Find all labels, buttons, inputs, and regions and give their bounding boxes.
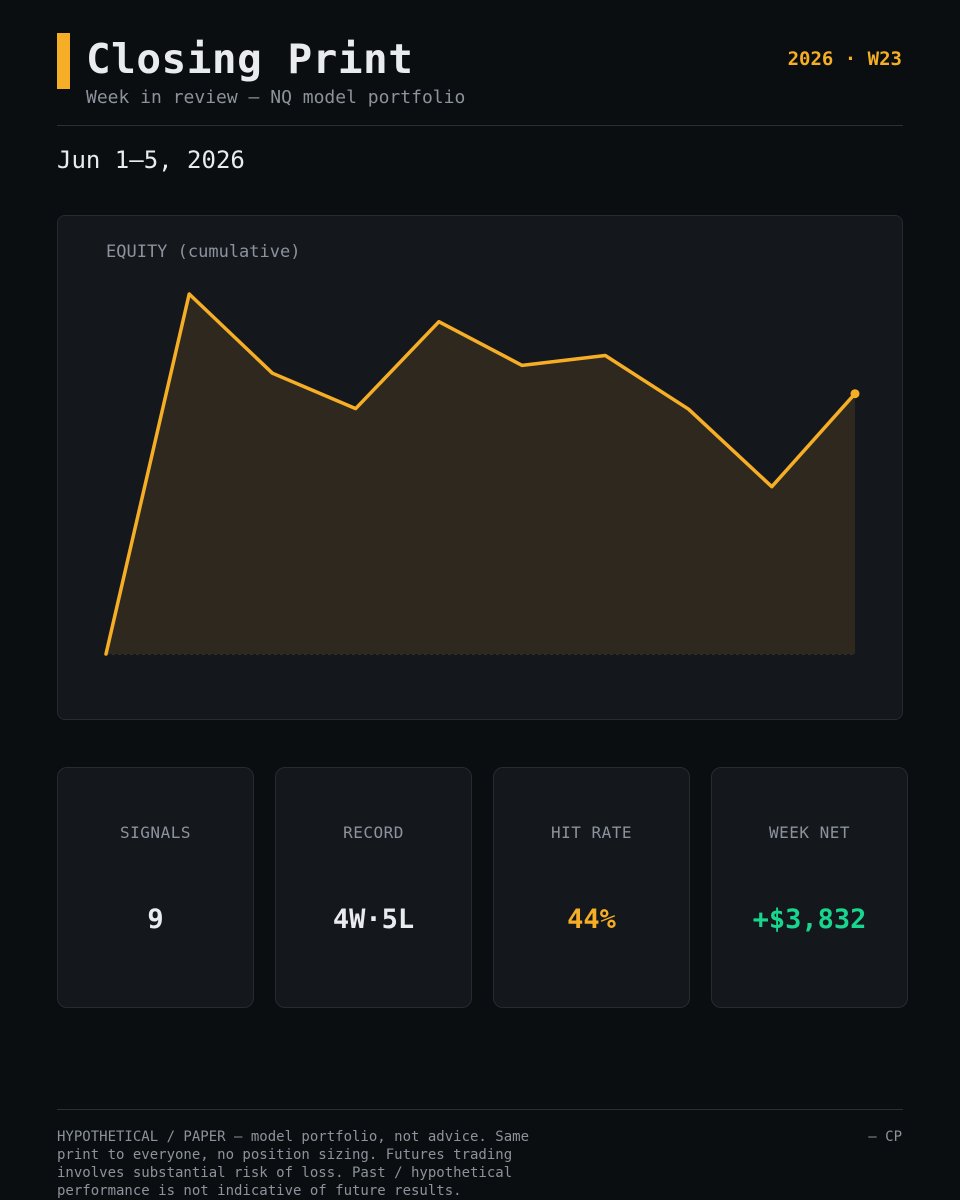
chart-title: EQUITY (cumulative) — [106, 242, 301, 262]
stat-card-week-net: WEEK NET +$3,832 — [711, 767, 908, 1008]
date-range: Jun 1–5, 2026 — [57, 146, 245, 174]
stat-label: WEEK NET — [768, 823, 851, 842]
equity-line — [104, 292, 857, 656]
footer-divider — [57, 1109, 903, 1110]
signoff: — CP — [868, 1129, 902, 1145]
disclaimer-text: HYPOTHETICAL / PAPER — model portfolio, … — [57, 1129, 530, 1199]
equity-area-fill — [106, 294, 855, 654]
stat-value: 44% — [567, 904, 616, 935]
equity-end-point — [850, 389, 860, 399]
page-subtitle: Week in review — NQ model portfolio — [86, 87, 466, 108]
header-divider — [57, 125, 903, 126]
equity-points — [850, 389, 860, 399]
stat-label: RECORD — [343, 823, 404, 842]
equity-chart-panel: EQUITY (cumulative) — [57, 215, 903, 720]
stat-card-hit-rate: HIT RATE 44% — [493, 767, 690, 1008]
stat-value: +$3,832 — [752, 904, 867, 935]
equity-chart — [104, 292, 860, 656]
week-badge: 2026 · W23 — [787, 48, 902, 70]
stat-card-signals: SIGNALS 9 — [57, 767, 254, 1008]
stat-label: HIT RATE — [550, 823, 633, 842]
stat-value: 4W·5L — [332, 904, 415, 935]
stat-card-record: RECORD 4W·5L — [275, 767, 472, 1008]
stat-label: SIGNALS — [120, 823, 191, 842]
page-title: Closing Print — [86, 35, 414, 83]
brand-accent-bar — [57, 33, 70, 89]
stat-value: 9 — [147, 904, 164, 935]
